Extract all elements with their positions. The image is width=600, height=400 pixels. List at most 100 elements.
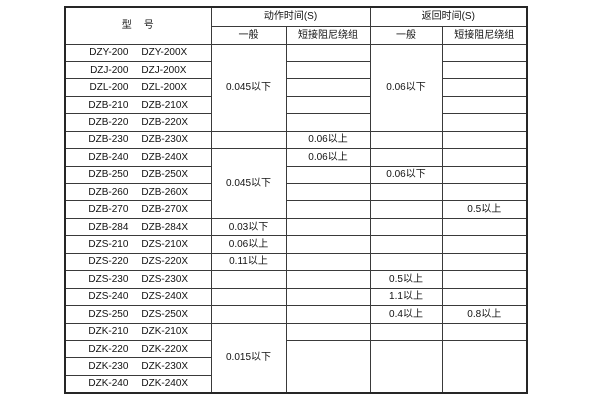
table-row: DZL-200 DZL-200X xyxy=(64,78,528,97)
model-name: DZK-210X xyxy=(141,326,189,338)
model-name: DZB-270X xyxy=(141,204,189,216)
model-cell: DZB-284 DZB-284X xyxy=(64,217,212,237)
subcol-return-damping-winding: 短接阻尼绕组 xyxy=(441,25,528,45)
model-name: DZY-200 xyxy=(89,47,129,59)
model-name: DZJ-200 xyxy=(90,64,129,76)
table-row: DZS-210 DZS-210X 0.06以上 xyxy=(64,235,528,254)
value-cell xyxy=(441,165,528,185)
value-cell: 0.06以上 xyxy=(285,148,371,167)
value-cell xyxy=(285,252,371,272)
model-name: DZB-284 xyxy=(88,221,129,233)
table-row: DZS-250 DZS-250X 0.4以上 0.8以上 xyxy=(64,305,528,324)
value-cell xyxy=(285,95,371,115)
model-name: DZB-220X xyxy=(141,116,189,128)
table-row: DZJ-200 DZJ-200X xyxy=(64,60,528,80)
model-cell: DZK-210 DZK-210X xyxy=(64,322,212,341)
value-cell xyxy=(210,130,287,150)
model-name: DZB-240 xyxy=(88,151,129,163)
value-cell xyxy=(285,305,371,324)
value-cell xyxy=(441,78,528,97)
model-cell: DZB-210 DZB-210X xyxy=(64,95,212,115)
table-row: DZK-240 DZK-240X xyxy=(64,374,527,394)
value-cell xyxy=(441,339,528,394)
value-cell: 0.03以下 xyxy=(210,217,287,237)
model-name: DZB-210X xyxy=(141,99,189,111)
model-name: DZB-260 xyxy=(88,186,129,198)
value-cell xyxy=(285,217,371,237)
model-name: DZB-240X xyxy=(141,151,189,163)
model-cell: DZB-260 DZB-260X xyxy=(64,182,212,202)
header-row-subcolumns: 一般 短接阻尼绕组 一般 短接阻尼绕组 xyxy=(65,25,528,45)
model-cell: DZS-220 DZS-220X xyxy=(64,252,212,272)
value-cell: 1.1以上 xyxy=(369,287,443,307)
model-name: DZB-250X xyxy=(141,169,189,181)
value-cell xyxy=(285,78,371,97)
model-name: DZS-210X xyxy=(141,239,189,251)
value-cell xyxy=(285,287,371,307)
value-cell xyxy=(441,43,528,62)
model-name: DZK-220 xyxy=(88,343,129,355)
value-cell xyxy=(210,305,287,324)
value-cell: 0.045以下 xyxy=(210,43,287,132)
model-name: DZS-230 xyxy=(88,273,129,285)
model-cell: DZY-200 DZY-200X xyxy=(64,43,212,62)
value-cell xyxy=(441,287,528,307)
value-cell xyxy=(285,113,371,132)
value-cell xyxy=(369,252,443,272)
value-cell xyxy=(285,60,371,80)
value-cell: 0.06以下 xyxy=(369,165,443,185)
table-row: DZB-270 DZB-270X 0.5以上 xyxy=(64,200,528,219)
model-name: DZS-220X xyxy=(141,256,189,268)
model-cell: DZK-230 DZK-230X xyxy=(64,357,212,376)
model-name: DZB-230X xyxy=(141,134,189,146)
model-cell: DZB-220 DZB-220X xyxy=(64,113,212,132)
value-cell xyxy=(441,113,528,132)
value-cell xyxy=(285,235,371,254)
model-cell: DZS-230 DZS-230X xyxy=(64,270,212,289)
subcol-return-general: 一般 xyxy=(369,25,443,45)
model-name: DZJ-200X xyxy=(141,64,187,76)
value-cell xyxy=(369,200,443,219)
table-row: DZK-220 DZK-220X xyxy=(64,339,528,394)
table-row: DZY-200 DZY-200X 0.045以下 0.06以下 xyxy=(64,43,528,132)
value-cell xyxy=(441,217,528,237)
table-row: DZB-210 DZB-210X xyxy=(64,95,528,115)
value-cell xyxy=(441,235,528,254)
subcol-action-general: 一般 xyxy=(210,25,287,45)
model-name: DZL-200X xyxy=(141,82,187,94)
value-cell: 0.06以上 xyxy=(285,130,371,150)
model-cell: DZS-240 DZS-240X xyxy=(64,287,212,307)
value-cell xyxy=(369,339,443,394)
model-name: DZB-220 xyxy=(88,116,129,128)
value-cell: 0.06以下 xyxy=(369,43,443,132)
table-row: DZS-240 DZS-240X 1.1以上 xyxy=(64,287,528,307)
table-body: DZY-200 DZY-200X 0.045以下 0.06以下 DZJ-200 DZJ-2… xyxy=(64,43,528,394)
value-cell xyxy=(285,270,371,289)
model-cell: DZB-230 DZB-230X xyxy=(64,130,212,150)
col-group-return-time: 返回时间(S) xyxy=(369,6,528,27)
model-name: DZB-270 xyxy=(88,204,129,216)
header-row-groups: 型 号 动作时间(S) 返回时间(S) xyxy=(64,6,528,45)
model-name: DZK-240X xyxy=(141,378,189,390)
value-cell xyxy=(210,270,287,289)
value-cell: 0.06以上 xyxy=(210,235,287,254)
table-row: DZB-250 DZB-250X 0.06以下 xyxy=(64,165,528,185)
value-cell xyxy=(285,165,371,185)
value-cell xyxy=(285,322,371,341)
value-cell: 0.045以下 xyxy=(210,148,287,219)
model-cell: DZB-270 DZB-270X xyxy=(64,200,212,219)
value-cell xyxy=(441,148,528,167)
col-header-model: 型 号 xyxy=(64,6,212,45)
spec-table: 型 号 动作时间(S) 返回时间(S) 一般 短接阻尼绕组 一般 短接阻尼绕组 … xyxy=(64,6,528,394)
value-cell xyxy=(285,182,371,202)
value-cell xyxy=(285,200,371,219)
table-row: DZB-260 DZB-260X xyxy=(64,182,528,202)
value-cell xyxy=(369,130,443,150)
model-name: DZK-220X xyxy=(141,343,189,355)
model-cell: DZB-240 DZB-240X xyxy=(64,148,212,167)
model-name: DZB-260X xyxy=(141,186,189,198)
value-cell: 0.4以上 xyxy=(369,305,443,324)
value-cell xyxy=(441,252,528,272)
value-cell: 0.5以上 xyxy=(441,200,528,219)
